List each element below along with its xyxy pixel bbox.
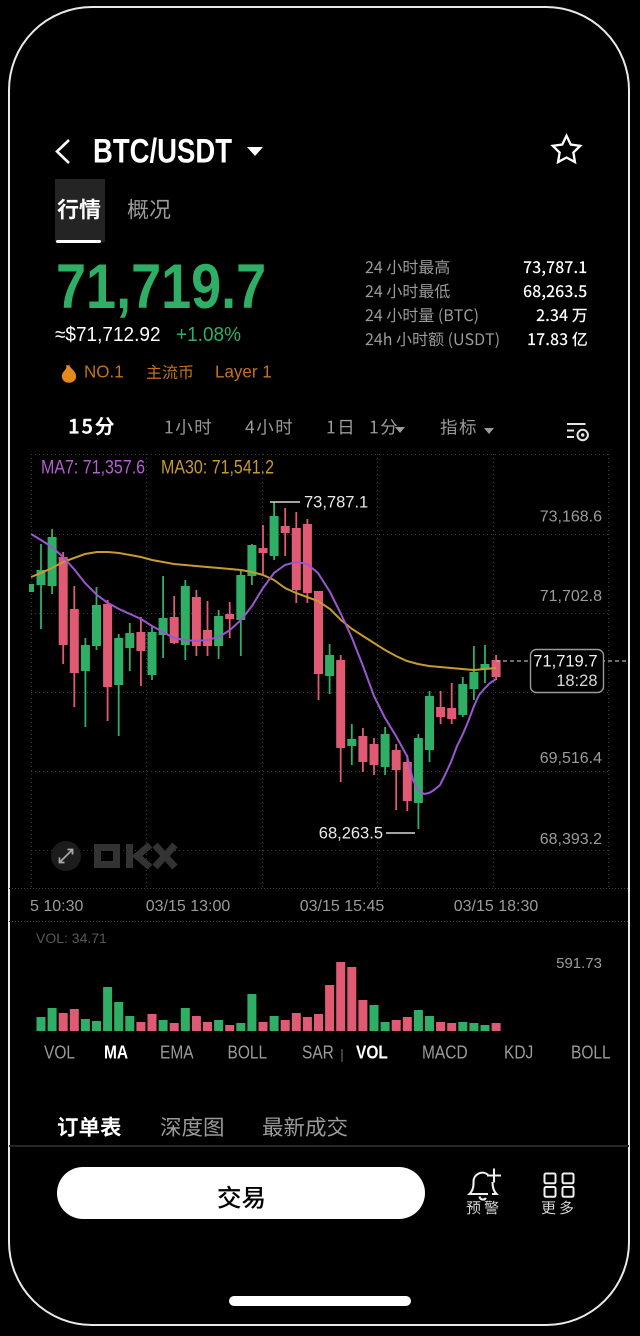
- svg-text:68,263.5: 68,263.5: [319, 825, 383, 843]
- svg-text:69,516.4: 69,516.4: [540, 750, 602, 767]
- svg-text:03/15 13:00: 03/15 13:00: [146, 898, 231, 915]
- svg-text:68,393.2: 68,393.2: [540, 831, 602, 848]
- svg-text:03/15 15:45: 03/15 15:45: [300, 898, 385, 915]
- svg-text:73,787.1: 73,787.1: [304, 494, 368, 512]
- svg-text:18:28: 18:28: [556, 672, 597, 690]
- svg-text:71,719.7: 71,719.7: [533, 653, 597, 671]
- svg-text:VOL: 34.71: VOL: 34.71: [36, 930, 107, 946]
- svg-text:71,702.8: 71,702.8: [540, 588, 602, 605]
- svg-text:5 10:30: 5 10:30: [30, 898, 83, 915]
- svg-text:03/15 18:30: 03/15 18:30: [454, 898, 539, 915]
- svg-text:73,168.6: 73,168.6: [540, 508, 602, 525]
- svg-text:591.73: 591.73: [556, 955, 602, 972]
